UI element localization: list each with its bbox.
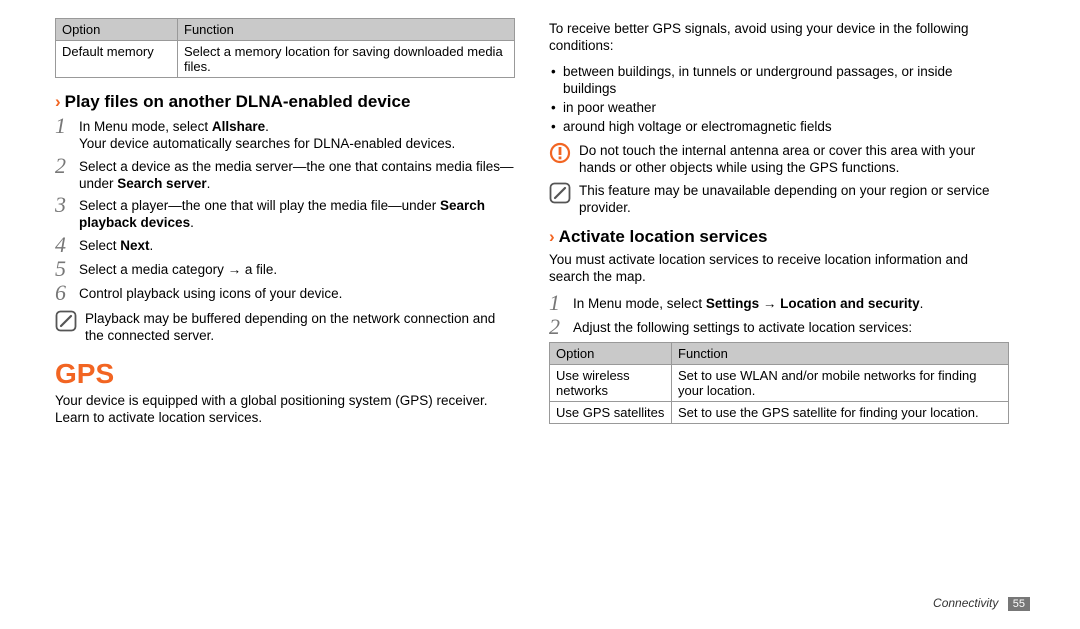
note-text: Playback may be buffered depending on th…: [85, 310, 515, 345]
warning-icon: [549, 142, 571, 164]
table-row: Use GPS satellites Set to use the GPS sa…: [550, 402, 1009, 424]
table-row: Use wireless networks Set to use WLAN an…: [550, 365, 1009, 402]
step-item: 5 Select a media category → a file.: [55, 259, 515, 280]
left-column: Option Function Default memory Select a …: [55, 18, 515, 438]
table-header: Option: [56, 19, 178, 41]
table-header: Function: [672, 343, 1009, 365]
table-cell: Use GPS satellites: [550, 402, 672, 424]
activate-location-intro: You must activate location services to r…: [549, 251, 1009, 286]
step-number: 1: [549, 292, 573, 314]
options-table-2: Option Function Use wireless networks Se…: [549, 342, 1009, 424]
footer-page-number: 55: [1008, 597, 1030, 611]
table-cell: Set to use the GPS satellite for finding…: [672, 402, 1009, 424]
step-item: 2 Adjust the following settings to activ…: [549, 317, 1009, 338]
step-number: 4: [55, 234, 79, 256]
gps-conditions-list: between buildings, in tunnels or undergr…: [549, 63, 1009, 136]
step-number: 3: [55, 194, 79, 216]
step-number: 1: [55, 115, 79, 137]
note-text: This feature may be unavailable dependin…: [579, 182, 1009, 217]
table-cell: Select a memory location for saving down…: [178, 41, 515, 78]
list-item: in poor weather: [549, 99, 1009, 116]
note-playback: Playback may be buffered depending on th…: [55, 310, 515, 345]
step-item: 3 Select a player—the one that will play…: [55, 195, 515, 232]
warning-text: Do not touch the internal antenna area o…: [579, 142, 1009, 177]
step-number: 2: [55, 155, 79, 177]
table-header: Option: [550, 343, 672, 365]
right-column: To receive better GPS signals, avoid usi…: [549, 18, 1009, 438]
gps-conditions-intro: To receive better GPS signals, avoid usi…: [549, 20, 1009, 55]
step-item: 1 In Menu mode, select Allshare. Your de…: [55, 116, 515, 153]
step-item: 1 In Menu mode, select Settings → Locati…: [549, 293, 1009, 314]
chevron-icon: ›: [55, 92, 61, 111]
list-item: around high voltage or electromagnetic f…: [549, 118, 1009, 135]
steps-list-1: 1 In Menu mode, select Allshare. Your de…: [55, 116, 515, 304]
gps-intro: Your device is equipped with a global po…: [55, 392, 515, 427]
footer-section: Connectivity: [933, 596, 998, 610]
list-item: between buildings, in tunnels or undergr…: [549, 63, 1009, 98]
note-icon: [55, 310, 77, 332]
warning-antenna: Do not touch the internal antenna area o…: [549, 142, 1009, 177]
step-number: 2: [549, 316, 573, 338]
options-table-1: Option Function Default memory Select a …: [55, 18, 515, 78]
step-item: 2 Select a device as the media server—th…: [55, 156, 515, 193]
table-header: Function: [178, 19, 515, 41]
note-icon: [549, 182, 571, 204]
step-number: 5: [55, 258, 79, 280]
table-row: Default memory Select a memory location …: [56, 41, 515, 78]
note-availability: This feature may be unavailable dependin…: [549, 182, 1009, 217]
chevron-icon: ›: [549, 227, 555, 246]
subheading-play-files: ›Play files on another DLNA-enabled devi…: [55, 92, 515, 112]
table-cell: Default memory: [56, 41, 178, 78]
step-item: 6 Control playback using icons of your d…: [55, 283, 515, 304]
page-footer: Connectivity 55: [933, 596, 1030, 611]
table-cell: Use wireless networks: [550, 365, 672, 402]
subheading-activate-location: ›Activate location services: [549, 227, 1009, 247]
step-item: 4 Select Next.: [55, 235, 515, 256]
step-number: 6: [55, 282, 79, 304]
heading-gps: GPS: [55, 358, 515, 390]
steps-list-2: 1 In Menu mode, select Settings → Locati…: [549, 293, 1009, 338]
table-cell: Set to use WLAN and/or mobile networks f…: [672, 365, 1009, 402]
